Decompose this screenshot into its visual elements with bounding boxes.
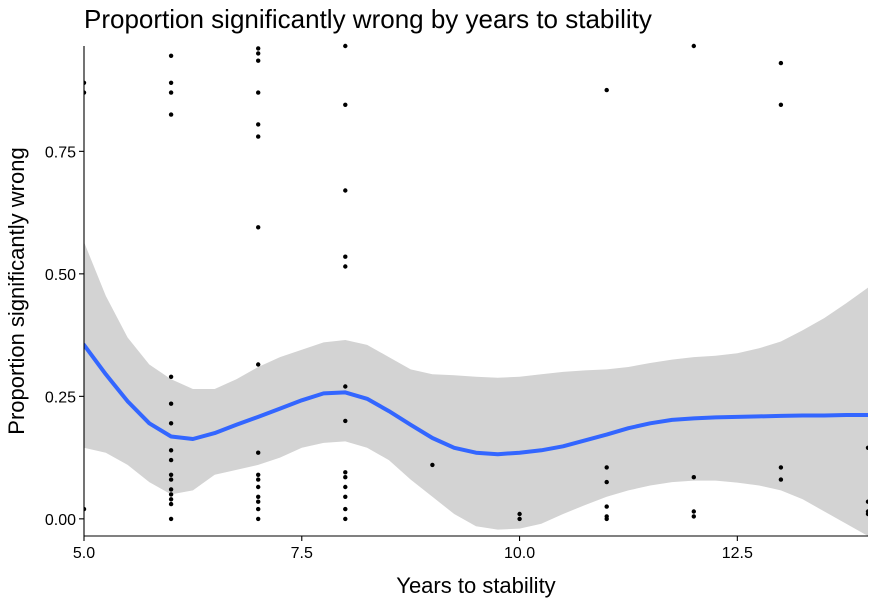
- data-point: [691, 43, 696, 49]
- data-point: [343, 384, 348, 389]
- data-point: [778, 477, 784, 482]
- data-point: [430, 462, 435, 468]
- data-point: [865, 499, 868, 504]
- data-point: [256, 51, 261, 56]
- data-point: [691, 514, 696, 519]
- points-layer: [84, 43, 868, 522]
- data-point: [256, 506, 261, 512]
- data-point: [168, 112, 174, 117]
- y-tick-label: 0.50: [45, 267, 76, 284]
- data-point: [604, 465, 609, 470]
- data-point: [604, 479, 609, 485]
- data-point: [343, 43, 348, 49]
- data-point: [865, 445, 868, 450]
- data-point: [256, 134, 261, 139]
- data-point: [343, 264, 348, 269]
- x-axis-ticks: 5.0 7.5 10.0 12.5: [73, 536, 753, 562]
- data-point: [256, 122, 261, 127]
- data-point: [256, 472, 261, 477]
- data-point: [168, 487, 174, 492]
- data-point: [256, 58, 261, 63]
- data-point: [168, 80, 174, 86]
- data-point: [517, 511, 522, 517]
- data-point: [168, 501, 174, 507]
- data-point: [691, 475, 696, 480]
- data-point: [256, 225, 261, 230]
- data-point: [256, 477, 261, 482]
- data-point: [256, 499, 261, 504]
- confidence-ribbon-layer: [84, 242, 868, 536]
- y-tick-label: 0.25: [45, 389, 76, 406]
- data-point: [604, 516, 609, 522]
- data-point: [778, 465, 784, 470]
- data-point: [168, 497, 174, 502]
- y-tick-label: 0.75: [45, 144, 76, 161]
- plot-area: [84, 43, 868, 536]
- data-point: [604, 504, 609, 509]
- data-point: [256, 46, 261, 51]
- x-tick-label: 7.5: [291, 545, 313, 562]
- confidence-ribbon: [84, 242, 868, 536]
- y-axis-title: Proportion significantly wrong: [4, 147, 29, 434]
- data-point: [256, 362, 261, 367]
- x-axis-title: Years to stability: [396, 573, 555, 598]
- data-point: [168, 457, 174, 463]
- smooth-line-layer: [84, 342, 868, 457]
- data-point: [343, 102, 348, 108]
- smooth-line: [84, 342, 868, 457]
- data-point: [168, 421, 174, 426]
- data-point: [256, 90, 261, 95]
- data-point: [865, 511, 868, 517]
- data-point: [778, 60, 784, 66]
- x-tick-label: 5.0: [73, 545, 95, 562]
- data-point: [343, 254, 348, 259]
- x-tick-label: 12.5: [722, 545, 753, 562]
- data-point: [168, 374, 174, 379]
- data-point: [168, 90, 174, 95]
- data-point: [256, 516, 261, 522]
- data-point: [343, 494, 348, 499]
- data-point: [168, 516, 174, 522]
- data-point: [343, 418, 348, 424]
- data-point: [343, 516, 348, 522]
- data-point: [168, 401, 174, 406]
- data-point: [168, 53, 174, 58]
- data-point: [604, 87, 609, 93]
- data-point: [691, 509, 696, 514]
- x-tick-label: 10.0: [504, 545, 535, 562]
- data-point: [256, 494, 261, 499]
- data-point: [168, 492, 174, 497]
- data-point: [343, 188, 348, 193]
- data-point: [778, 102, 784, 108]
- y-tick-label: 0.00: [45, 512, 76, 529]
- data-point: [343, 475, 348, 480]
- data-point: [517, 516, 522, 522]
- data-point: [343, 470, 348, 475]
- y-axis-ticks: 0.00 0.25 0.50 0.75: [45, 144, 84, 529]
- data-point: [168, 477, 174, 482]
- data-point: [168, 448, 174, 453]
- data-point: [256, 484, 261, 490]
- data-point: [256, 450, 261, 455]
- chart-title: Proportion significantly wrong by years …: [84, 4, 652, 34]
- data-point: [343, 484, 348, 490]
- data-point: [168, 472, 174, 477]
- data-point: [343, 506, 348, 512]
